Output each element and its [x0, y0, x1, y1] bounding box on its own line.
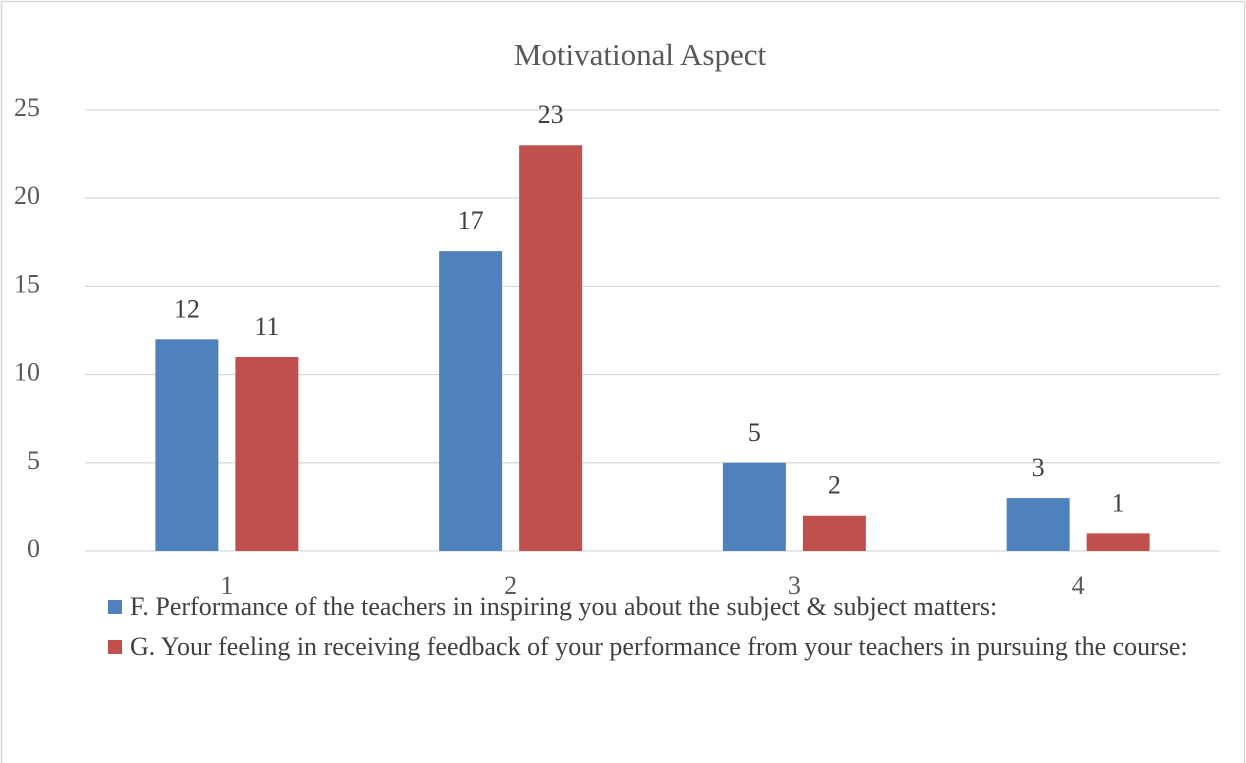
y-tick-label: 20 — [14, 181, 40, 210]
bar — [235, 356, 299, 551]
data-label: 12 — [174, 294, 200, 323]
data-label: 1 — [1112, 488, 1125, 517]
x-tick-label: 3 — [788, 571, 801, 600]
data-label: 5 — [748, 418, 761, 447]
legend-item: F. Performance of the teachers in inspir… — [108, 587, 1218, 627]
x-tick-label: 4 — [1072, 571, 1085, 600]
legend-swatch — [108, 640, 122, 654]
bar — [1006, 498, 1070, 551]
legend: F. Performance of the teachers in inspir… — [108, 587, 1218, 667]
legend-swatch — [108, 600, 122, 614]
y-tick-label: 25 — [14, 93, 40, 122]
data-label: 17 — [458, 206, 484, 235]
bar — [802, 515, 866, 551]
y-tick-label: 15 — [14, 269, 40, 298]
bar — [519, 145, 583, 551]
y-tick-label: 5 — [27, 446, 40, 475]
legend-item: G. Your feeling in receiving feedback of… — [108, 627, 1218, 667]
chart-title: Motivational Aspect — [514, 37, 767, 72]
data-label: 11 — [254, 312, 279, 341]
y-tick-label: 10 — [14, 358, 40, 387]
bar — [155, 339, 219, 551]
bar — [1086, 533, 1150, 551]
bar — [439, 251, 503, 551]
y-tick-label: 0 — [27, 534, 40, 563]
data-label: 2 — [828, 471, 841, 500]
legend-label: G. Your feeling in receiving feedback of… — [130, 632, 1188, 661]
x-tick-label: 2 — [504, 571, 517, 600]
bar — [722, 462, 786, 551]
x-tick-label: 1 — [220, 571, 233, 600]
data-label: 23 — [538, 100, 564, 129]
data-label: 3 — [1032, 453, 1045, 482]
legend-label: F. Performance of the teachers in inspir… — [130, 592, 998, 621]
